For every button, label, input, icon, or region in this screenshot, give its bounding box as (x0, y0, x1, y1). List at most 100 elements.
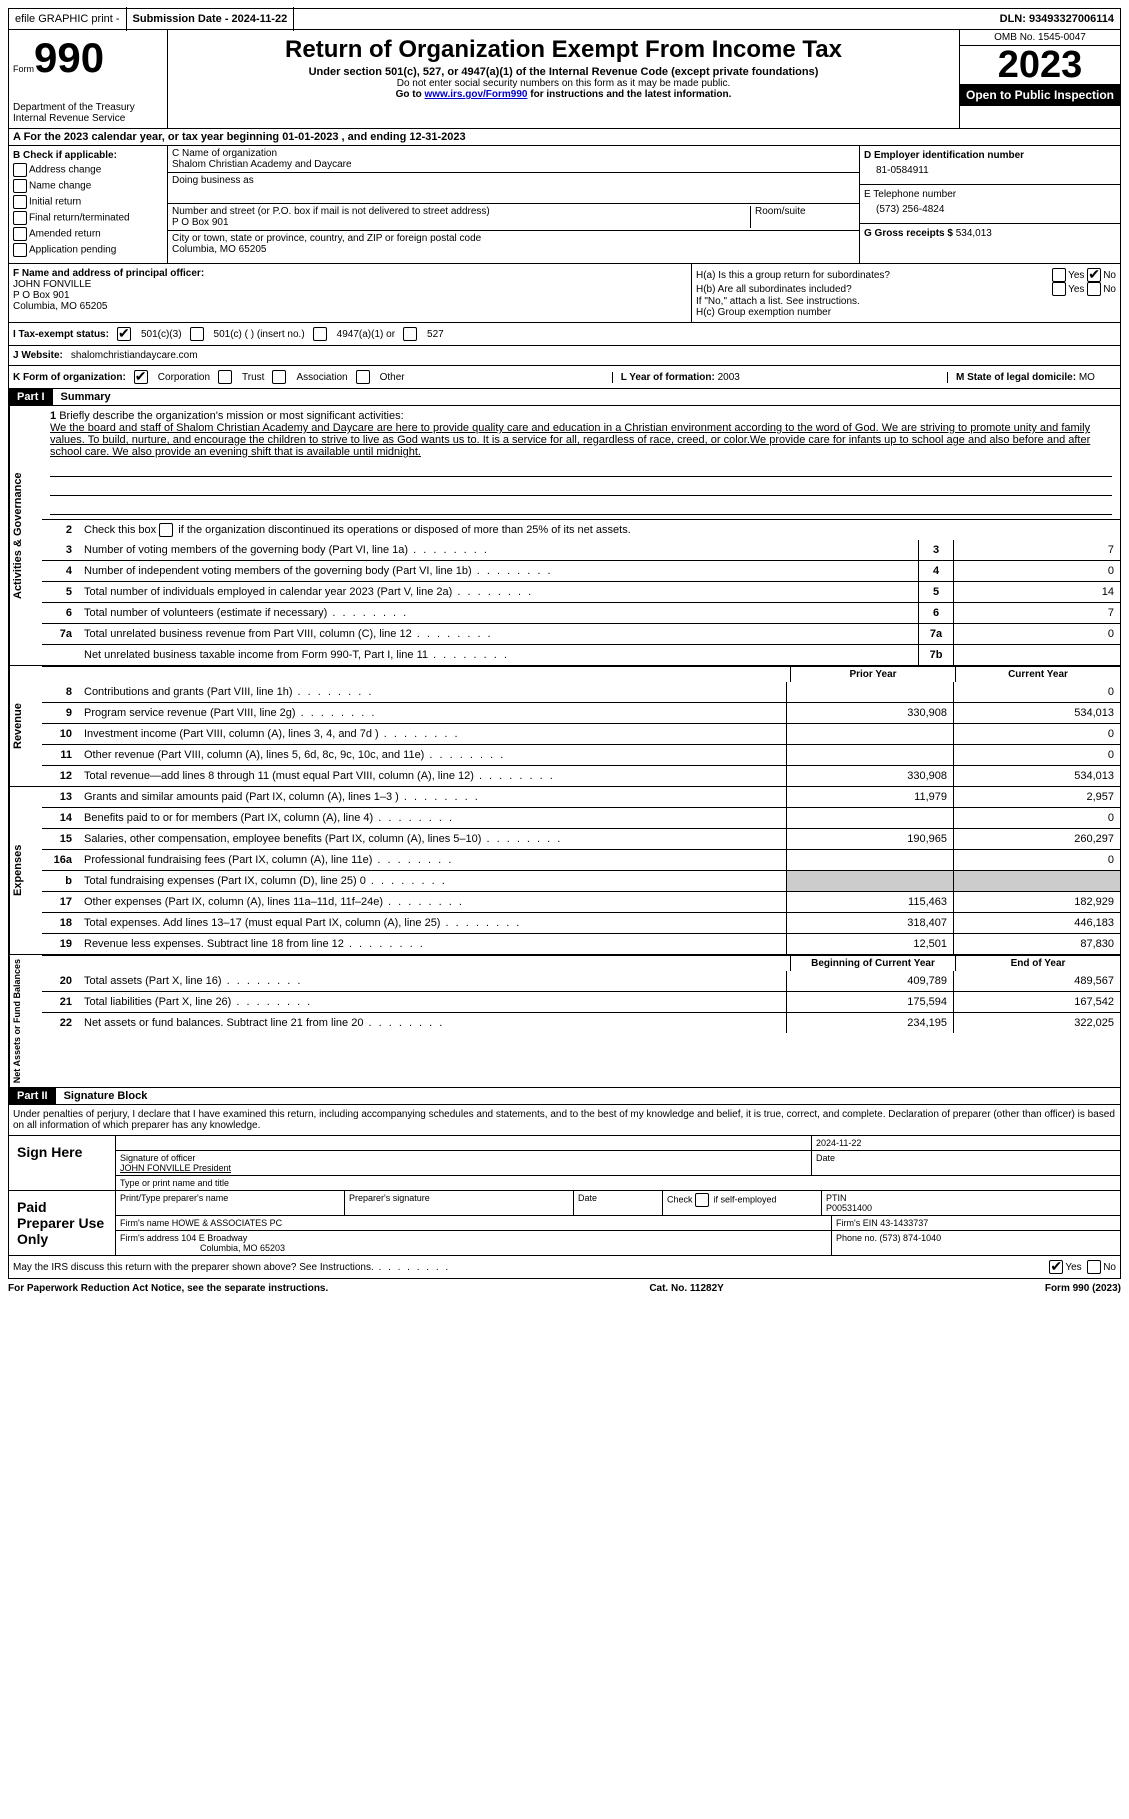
checkbox-name-change[interactable] (13, 179, 27, 193)
inspection-label: Open to Public Inspection (960, 84, 1120, 106)
summary-line: 4Number of independent voting members of… (42, 560, 1120, 581)
checkbox-ha-yes[interactable] (1052, 268, 1066, 282)
checkbox-amended[interactable] (13, 227, 27, 241)
col-begin: Beginning of Current Year (790, 956, 955, 971)
website-value: shalomchristiandaycare.com (71, 350, 198, 361)
side-netassets: Net Assets or Fund Balances (9, 955, 42, 1087)
mission-block: 1 Briefly describe the organization's mi… (42, 406, 1120, 519)
section-f: F Name and address of principal officer:… (9, 264, 692, 322)
org-name-label: C Name of organization (172, 148, 855, 159)
ein-label: D Employer identification number (864, 150, 1116, 161)
submission-date: Submission Date - 2024-11-22 (127, 7, 295, 31)
form-subtitle: Under section 501(c), 527, or 4947(a)(1)… (172, 66, 955, 78)
ein-value: 81-0584911 (864, 161, 1116, 180)
summary-line: 21Total liabilities (Part X, line 26)175… (42, 991, 1120, 1012)
paid-preparer-block: Paid Preparer Use Only Print/Type prepar… (8, 1191, 1121, 1256)
col-end: End of Year (955, 956, 1120, 971)
form-header: Form990 Department of the Treasury Inter… (8, 30, 1121, 129)
dln: DLN: 93493327006114 (994, 7, 1120, 31)
gross-label: G Gross receipts $ (864, 228, 956, 239)
section-a-calendar: A For the 2023 calendar year, or tax yea… (8, 129, 1121, 146)
section-d: D Employer identification number 81-0584… (859, 146, 1120, 263)
dept-label: Department of the Treasury Internal Reve… (13, 102, 163, 124)
summary-line: 11Other revenue (Part VIII, column (A), … (42, 744, 1120, 765)
checkbox-trust[interactable] (218, 370, 232, 384)
summary-line: 17Other expenses (Part IX, column (A), l… (42, 891, 1120, 912)
summary-line: 14Benefits paid to or for members (Part … (42, 807, 1120, 828)
summary-line: Net unrelated business taxable income fr… (42, 644, 1120, 665)
checkbox-other[interactable] (356, 370, 370, 384)
form-number: Form990 (13, 34, 163, 82)
efile-label: efile GRAPHIC print - (9, 7, 127, 31)
summary-line: 6Total number of volunteers (estimate if… (42, 602, 1120, 623)
checkbox-initial-return[interactable] (13, 195, 27, 209)
form-org-row: K Form of organization: Corporation Trus… (8, 366, 1121, 389)
addr-label: Number and street (or P.O. box if mail i… (172, 206, 750, 217)
summary-line: 9Program service revenue (Part VIII, lin… (42, 702, 1120, 723)
form-title: Return of Organization Exempt From Incom… (172, 36, 955, 64)
summary-line: 3Number of voting members of the governi… (42, 540, 1120, 560)
summary-line: 8Contributions and grants (Part VIII, li… (42, 682, 1120, 702)
side-activities: Activities & Governance (9, 406, 42, 665)
goto-prefix: Go to (396, 89, 425, 100)
summary-line: bTotal fundraising expenses (Part IX, co… (42, 870, 1120, 891)
checkbox-hb-no[interactable] (1087, 282, 1101, 296)
checkbox-self-employed[interactable] (695, 1193, 709, 1207)
summary-line: 19Revenue less expenses. Subtract line 1… (42, 933, 1120, 954)
section-b: B Check if applicable: Address change Na… (9, 146, 168, 263)
checkbox-address-change[interactable] (13, 163, 27, 177)
section-c: C Name of organization Shalom Christian … (168, 146, 859, 263)
section-h: H(a) Is this a group return for subordin… (692, 264, 1120, 322)
checkbox-501c[interactable] (190, 327, 204, 341)
top-bar: efile GRAPHIC print - Submission Date - … (8, 8, 1121, 30)
summary-line: 16aProfessional fundraising fees (Part I… (42, 849, 1120, 870)
gross-value: 534,013 (956, 228, 992, 239)
phone-value: (573) 256-4824 (864, 200, 1116, 219)
officer-h-row: F Name and address of principal officer:… (8, 264, 1121, 323)
summary-line: 13Grants and similar amounts paid (Part … (42, 787, 1120, 807)
checkbox-pending[interactable] (13, 243, 27, 257)
col-prior: Prior Year (790, 667, 955, 682)
addr-value: P O Box 901 (172, 217, 750, 228)
checkbox-527[interactable] (403, 327, 417, 341)
checkbox-assoc[interactable] (272, 370, 286, 384)
header-grid: B Check if applicable: Address change Na… (8, 146, 1121, 264)
mission-text: We the board and staff of Shalom Christi… (50, 422, 1090, 458)
checkbox-discuss-no[interactable] (1087, 1260, 1101, 1274)
col-current: Current Year (955, 667, 1120, 682)
side-expenses: Expenses (9, 787, 42, 954)
checkbox-501c3[interactable] (117, 327, 131, 341)
part-i-header: Part I Summary (8, 389, 1121, 406)
city-label: City or town, state or province, country… (172, 233, 855, 244)
discuss-row: May the IRS discuss this return with the… (8, 1256, 1121, 1279)
sign-here-block: Sign Here 2024-11-22 Signature of office… (8, 1136, 1121, 1191)
dba-label: Doing business as (172, 175, 855, 186)
website-row: J Website: shalomchristiandaycare.com (8, 346, 1121, 366)
checkbox-final-return[interactable] (13, 211, 27, 225)
checkbox-discuss-yes[interactable] (1049, 1260, 1063, 1274)
summary-line: 20Total assets (Part X, line 16)409,7894… (42, 971, 1120, 991)
checkbox-discontinued[interactable] (159, 523, 173, 537)
summary-line: 10Investment income (Part VIII, column (… (42, 723, 1120, 744)
tax-year: 2023 (960, 46, 1120, 84)
summary-line: 5Total number of individuals employed in… (42, 581, 1120, 602)
org-name: Shalom Christian Academy and Daycare (172, 159, 855, 170)
city-value: Columbia, MO 65205 (172, 244, 855, 255)
checkbox-4947[interactable] (313, 327, 327, 341)
checkbox-corp[interactable] (134, 370, 148, 384)
part-ii-header: Part II Signature Block (8, 1088, 1121, 1105)
tax-status-row: I Tax-exempt status: 501(c)(3) 501(c) ( … (8, 323, 1121, 346)
ssn-warning: Do not enter social security numbers on … (172, 78, 955, 89)
checkbox-hb-yes[interactable] (1052, 282, 1066, 296)
phone-label: E Telephone number (864, 189, 1116, 200)
declaration-text: Under penalties of perjury, I declare th… (8, 1105, 1121, 1136)
page-footer: For Paperwork Reduction Act Notice, see … (8, 1279, 1121, 1298)
side-revenue: Revenue (9, 666, 42, 786)
goto-link[interactable]: www.irs.gov/Form990 (424, 89, 527, 100)
summary-line: 12Total revenue—add lines 8 through 11 (… (42, 765, 1120, 786)
goto-suffix: for instructions and the latest informat… (530, 89, 731, 100)
summary-line: 7aTotal unrelated business revenue from … (42, 623, 1120, 644)
summary-line: 15Salaries, other compensation, employee… (42, 828, 1120, 849)
checkbox-ha-no[interactable] (1087, 268, 1101, 282)
summary-line: 18Total expenses. Add lines 13–17 (must … (42, 912, 1120, 933)
